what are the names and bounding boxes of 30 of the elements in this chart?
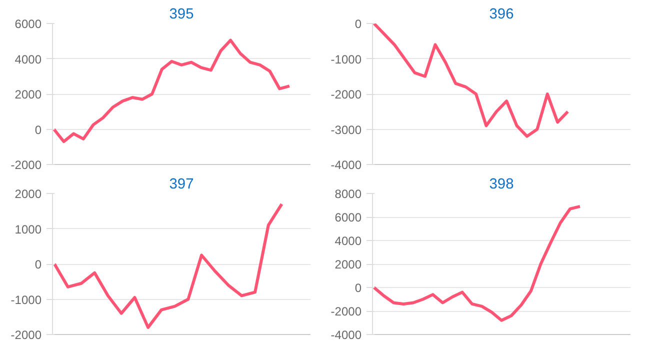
y-tick-label: -1000	[330, 52, 362, 66]
y-tick-label: 0	[354, 17, 362, 31]
line-series	[372, 204, 582, 322]
y-tick-label: 4000	[14, 52, 42, 66]
y-tick-label: -2000	[10, 158, 42, 172]
chart-title: 398	[489, 176, 514, 192]
chart-title: 396	[489, 6, 514, 22]
y-tick-label: 0	[34, 122, 42, 137]
y-tick-label: -4000	[330, 158, 362, 172]
y-tick-label: -2000	[330, 88, 362, 102]
y-tick-label: 8000	[334, 187, 362, 201]
line-series	[372, 24, 570, 138]
y-tick-label: -3000	[330, 122, 362, 137]
line-series	[52, 38, 291, 144]
y-tick-label: 6000	[334, 210, 362, 224]
y-tick-label: 1000	[14, 222, 42, 236]
y-tick-label: -1000	[10, 292, 42, 307]
y-tick-label: -2000	[10, 328, 42, 342]
y-tick-label: 2000	[14, 187, 42, 201]
y-tick-label: 4000	[334, 234, 362, 248]
y-tick-label: 6000	[14, 17, 42, 31]
y-tick-label: 2000	[14, 88, 42, 102]
chart-title: 397	[169, 176, 194, 192]
line-series	[53, 202, 284, 329]
chart-title: 395	[169, 6, 194, 22]
y-tick-label: 0	[354, 281, 362, 295]
y-tick-label: 2000	[334, 258, 362, 272]
y-tick-label: -2000	[330, 304, 362, 318]
y-tick-label: -4000	[330, 328, 362, 342]
y-tick-label: 0	[34, 258, 42, 272]
